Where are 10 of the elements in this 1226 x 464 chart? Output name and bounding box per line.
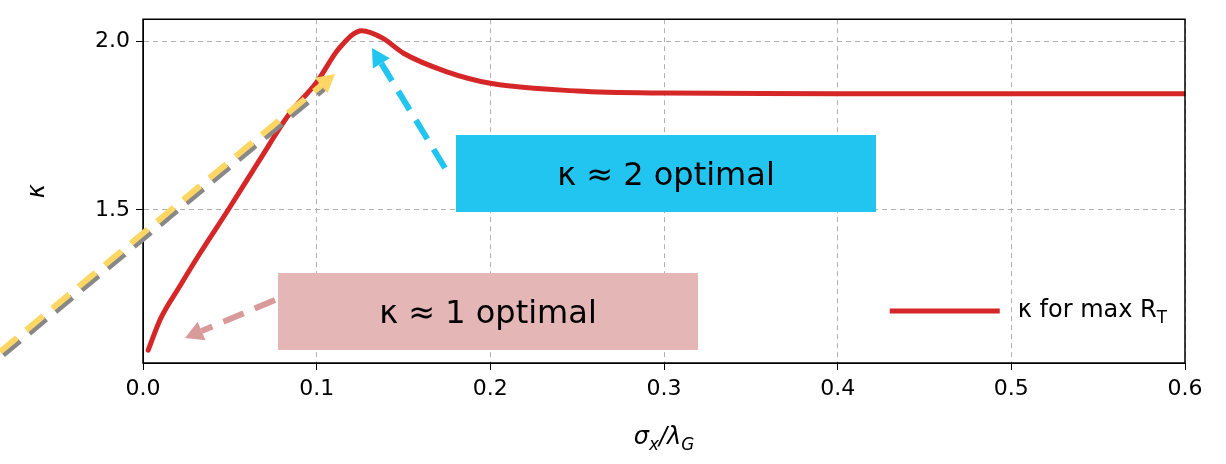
y-tick-label: 2.0 xyxy=(95,27,130,53)
y-tick-label: 1.5 xyxy=(95,195,130,221)
x-tick-label: 0.1 xyxy=(299,374,335,400)
x-tick-label: 0.2 xyxy=(472,374,508,400)
x-tick-label: 0.0 xyxy=(125,374,161,400)
x-tick-label: 0.3 xyxy=(646,374,682,400)
x-tick-label: 0.6 xyxy=(1167,374,1203,400)
x-tick-label: 0.4 xyxy=(820,374,856,400)
y-axis-title: κ xyxy=(22,183,51,199)
x-tick-label: 0.5 xyxy=(993,374,1029,400)
